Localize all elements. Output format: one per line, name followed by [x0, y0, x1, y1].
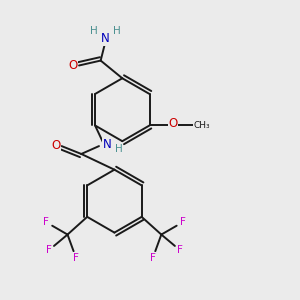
- Text: H: H: [90, 26, 98, 36]
- Text: H: H: [112, 26, 120, 36]
- Text: F: F: [46, 245, 52, 255]
- Text: N: N: [103, 138, 111, 151]
- Text: H: H: [115, 144, 122, 154]
- Text: CH₃: CH₃: [193, 121, 210, 130]
- Text: O: O: [51, 139, 60, 152]
- Text: O: O: [169, 117, 178, 130]
- Text: N: N: [101, 32, 110, 45]
- Text: F: F: [73, 253, 79, 263]
- Text: F: F: [150, 253, 156, 263]
- Text: O: O: [68, 59, 78, 72]
- Text: F: F: [43, 217, 49, 227]
- Text: F: F: [177, 245, 183, 255]
- Text: F: F: [180, 217, 186, 227]
